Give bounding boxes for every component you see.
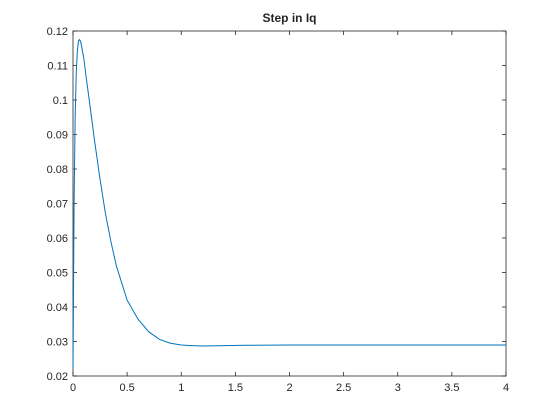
x-tick-label: 1 xyxy=(178,382,184,394)
y-tick-label: 0.05 xyxy=(47,268,68,280)
y-tick-label: 0.04 xyxy=(47,302,68,314)
x-tick-label: 3.5 xyxy=(444,382,459,394)
y-tick-label: 0.09 xyxy=(47,130,68,142)
data-line xyxy=(72,38,506,370)
y-tick-label: 0.03 xyxy=(47,337,68,349)
y-tick-label: 0.06 xyxy=(47,233,68,245)
x-tick-label: 3 xyxy=(395,382,401,394)
y-tick-label: 0.08 xyxy=(47,164,68,176)
x-tick-label: 2 xyxy=(286,382,292,394)
x-tick-label: 0.5 xyxy=(119,382,134,394)
x-tick-label: 4 xyxy=(503,382,509,394)
axes-box xyxy=(72,30,507,377)
y-tick-label: 0.11 xyxy=(47,61,68,73)
x-tick-label: 2.5 xyxy=(336,382,351,394)
y-tick-label: 0.02 xyxy=(47,371,68,383)
y-tick-label: 0.07 xyxy=(47,199,68,211)
y-tick-label: 0.12 xyxy=(47,26,68,38)
x-tick-label: 1.5 xyxy=(228,382,243,394)
y-tick-label: 0.1 xyxy=(53,95,68,107)
chart-title: Step in Iq xyxy=(263,11,317,25)
x-tick-label: 0 xyxy=(70,382,76,394)
